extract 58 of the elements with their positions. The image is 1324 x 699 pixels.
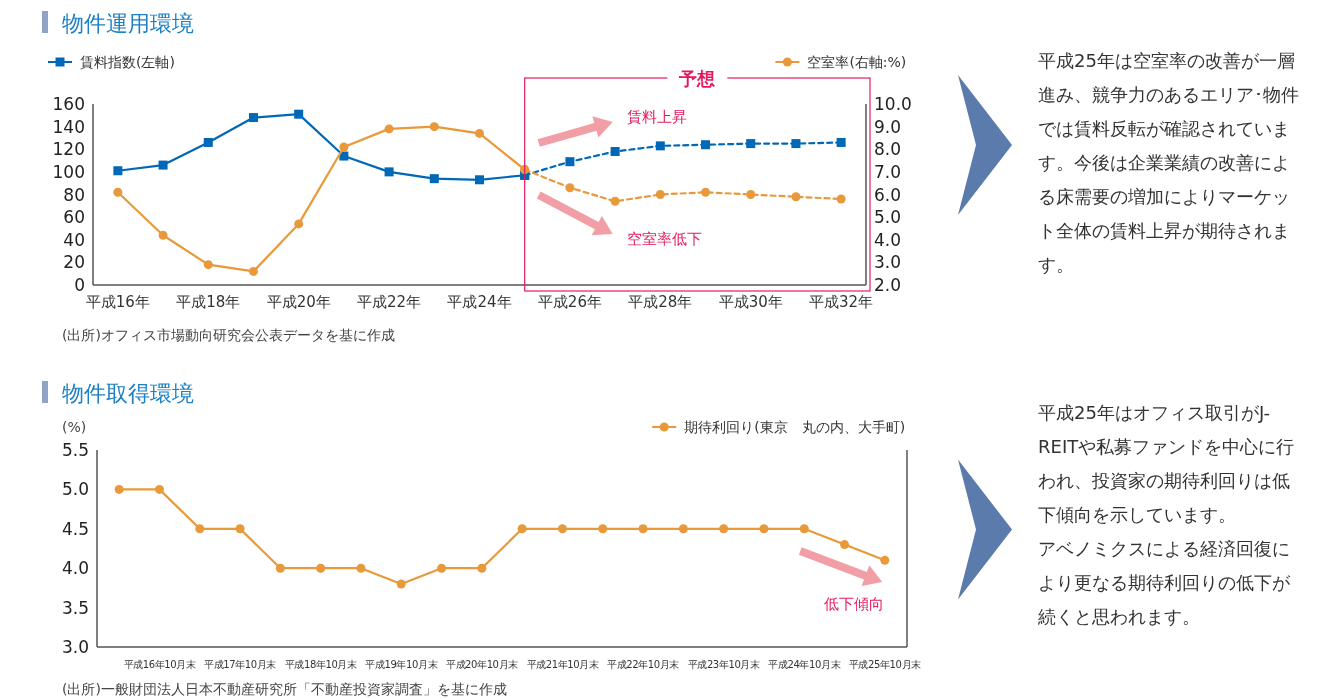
x-tick-label: 平成26年 bbox=[537, 293, 602, 311]
x-tick-label: 平成18年10月末 bbox=[284, 659, 357, 670]
y2-tick-label: 5.0 bbox=[874, 207, 902, 228]
y2-tick-label: 2.0 bbox=[874, 275, 902, 295]
x-tick-label: 平成24年 bbox=[447, 293, 512, 311]
y-tick-label: 140 bbox=[52, 116, 85, 137]
text: 予想 bbox=[678, 68, 716, 89]
y2-tick-label: 10.0 bbox=[874, 94, 912, 114]
y-tick-label: 20 bbox=[63, 252, 85, 273]
chart-title: 物件取得環境 bbox=[62, 381, 194, 406]
x-tick-label: 平成22年10月末 bbox=[607, 659, 680, 670]
y2-tick-label: 7.0 bbox=[874, 161, 902, 182]
y-tick-label: 60 bbox=[63, 207, 85, 228]
x-tick-label: 平成25年10月末 bbox=[848, 659, 922, 670]
x-tick-label: 平成24年10月末 bbox=[768, 659, 841, 670]
text: (出所)オフィス市場動向研究会公表データを基に作成 bbox=[62, 327, 395, 343]
y-tick-label: 4.0 bbox=[61, 558, 89, 579]
y-tick-label: 3.0 bbox=[61, 637, 89, 657]
y-axis-title: (%) bbox=[62, 419, 87, 435]
x-tick-label: 平成16年 bbox=[85, 293, 150, 311]
y-tick-label: 80 bbox=[63, 184, 85, 205]
x-tick-label: 平成32年 bbox=[809, 293, 874, 311]
annotation: 賃料上昇 bbox=[626, 108, 687, 126]
x-tick-label: 平成20年 bbox=[266, 293, 331, 311]
x-tick-label: 平成21年10月末 bbox=[526, 659, 599, 670]
x-tick-label: 平成19年10月末 bbox=[365, 659, 438, 670]
x-tick-label: 平成16年10月末 bbox=[123, 659, 196, 670]
legend-label: 賃料指数(左軸) bbox=[80, 54, 175, 70]
x-tick-label: 平成23年10月末 bbox=[687, 659, 760, 670]
text: 平成25年は空室率の改善が一層進み、競争力のあるエリア･物件では賃料反転が確認されています。今後は企業業績の改善による床需要の増加によりマーケット全体の賃料上昇が期待されます。 bbox=[1038, 49, 1300, 277]
legend-label: 空室率(右軸:%) bbox=[807, 54, 907, 70]
text: (出所)一般財団法人日本不動産研究所「不動産投資家調査」を基に作成 bbox=[62, 681, 507, 697]
x-tick-label: 平成20年10月末 bbox=[445, 659, 519, 670]
y-tick-label: 4.5 bbox=[61, 518, 89, 539]
x-tick-label: 平成22年 bbox=[357, 293, 422, 311]
y2-tick-label: 6.0 bbox=[874, 184, 902, 205]
text: 平成25年はオフィス取引がJ-REITや私募ファンドを中心に行われ、投資家の期待利回りは低下傾向を示しています。 bbox=[1038, 401, 1296, 527]
y-tick-label: 160 bbox=[52, 94, 85, 114]
legend-label: 期待利回り(東京 丸の内、大手町) bbox=[684, 419, 906, 435]
y2-tick-label: 4.0 bbox=[874, 229, 902, 250]
y-tick-label: 5.0 bbox=[61, 479, 89, 500]
y-tick-label: 5.5 bbox=[61, 440, 89, 460]
y-tick-label: 120 bbox=[52, 139, 85, 160]
chart-title: 物件運用環境 bbox=[62, 11, 194, 36]
annotation: 低下傾向 bbox=[824, 595, 885, 613]
y2-tick-label: 9.0 bbox=[874, 116, 902, 137]
x-tick-label: 平成17年10月末 bbox=[204, 659, 277, 670]
y-tick-label: 100 bbox=[52, 161, 85, 182]
y2-tick-label: 8.0 bbox=[874, 139, 902, 160]
x-tick-label: 平成28年 bbox=[628, 293, 693, 311]
y-tick-label: 0 bbox=[74, 275, 85, 295]
text: アベノミクスによる経済回復により更なる期待利回りの低下が続くと思われます。 bbox=[1038, 537, 1291, 629]
x-tick-label: 平成18年 bbox=[176, 293, 241, 311]
y-tick-label: 3.5 bbox=[61, 597, 89, 618]
y-tick-label: 40 bbox=[63, 229, 85, 250]
annotation: 空室率低下 bbox=[626, 230, 702, 248]
x-tick-label: 平成30年 bbox=[718, 293, 783, 311]
y2-tick-label: 3.0 bbox=[874, 252, 902, 273]
